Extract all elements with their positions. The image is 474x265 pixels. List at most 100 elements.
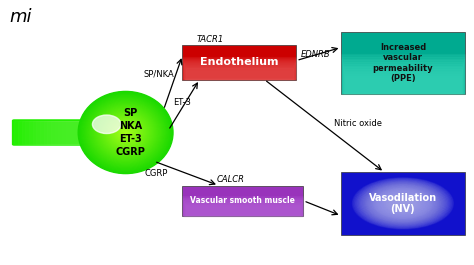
Bar — [80, 121, 88, 144]
Bar — [188, 212, 298, 215]
Bar — [185, 65, 294, 79]
Bar — [186, 68, 293, 78]
Ellipse shape — [105, 114, 146, 151]
Ellipse shape — [115, 123, 136, 142]
Ellipse shape — [79, 92, 172, 173]
Bar — [347, 85, 459, 91]
Ellipse shape — [109, 118, 143, 147]
Ellipse shape — [92, 115, 121, 134]
Bar — [347, 86, 459, 91]
Bar — [25, 121, 88, 144]
Ellipse shape — [93, 105, 158, 160]
Bar — [346, 81, 460, 92]
Bar — [183, 60, 295, 79]
Ellipse shape — [100, 110, 151, 155]
Text: Increased
vascular
permeability
(PPE): Increased vascular permeability (PPE) — [373, 43, 433, 83]
Bar — [184, 62, 295, 79]
FancyBboxPatch shape — [341, 172, 465, 235]
Bar — [186, 68, 293, 78]
Ellipse shape — [82, 95, 169, 170]
Bar — [183, 59, 296, 79]
Bar — [55, 121, 88, 144]
Bar — [73, 121, 88, 144]
Ellipse shape — [88, 100, 164, 165]
Text: CALCR: CALCR — [216, 175, 244, 184]
Bar — [62, 121, 88, 144]
Bar — [186, 69, 292, 78]
Ellipse shape — [125, 132, 127, 133]
Bar — [185, 203, 301, 215]
Ellipse shape — [113, 122, 138, 143]
Ellipse shape — [86, 98, 165, 167]
Ellipse shape — [91, 102, 161, 163]
FancyBboxPatch shape — [12, 119, 90, 146]
Bar — [183, 58, 296, 80]
Bar — [186, 205, 300, 215]
Bar — [343, 62, 463, 93]
Bar — [184, 202, 301, 215]
Ellipse shape — [107, 116, 145, 149]
Bar — [22, 121, 88, 144]
Ellipse shape — [116, 124, 135, 141]
Text: EDNRB: EDNRB — [301, 50, 331, 59]
Bar — [185, 67, 293, 79]
Bar — [187, 208, 299, 215]
Bar — [186, 70, 292, 78]
Text: Nitric oxide: Nitric oxide — [334, 119, 382, 128]
Bar — [33, 121, 88, 144]
Ellipse shape — [104, 114, 147, 151]
Bar — [346, 83, 459, 91]
Text: Vasodilation
(NV): Vasodilation (NV) — [369, 193, 437, 214]
Bar — [185, 66, 294, 79]
Bar — [341, 54, 465, 94]
Ellipse shape — [94, 105, 157, 160]
Ellipse shape — [92, 104, 159, 161]
Bar — [184, 200, 302, 216]
Ellipse shape — [119, 127, 132, 138]
Ellipse shape — [102, 112, 149, 153]
Bar — [183, 197, 303, 216]
Bar — [342, 57, 464, 94]
Bar — [40, 121, 88, 144]
Ellipse shape — [90, 101, 162, 164]
Bar — [188, 74, 291, 78]
Bar — [188, 75, 291, 78]
Text: mi: mi — [9, 8, 32, 26]
Bar — [186, 206, 300, 215]
Ellipse shape — [91, 103, 160, 162]
Text: ET-3: ET-3 — [173, 98, 191, 107]
Bar — [84, 121, 88, 144]
Text: CGRP: CGRP — [145, 169, 168, 178]
FancyBboxPatch shape — [182, 186, 303, 216]
Bar — [345, 72, 461, 92]
Bar — [182, 57, 296, 80]
Bar — [183, 199, 302, 216]
Bar — [184, 64, 294, 79]
Text: Endothelium: Endothelium — [200, 57, 279, 67]
Bar — [18, 121, 88, 144]
Ellipse shape — [95, 106, 156, 159]
Ellipse shape — [114, 123, 137, 142]
Bar — [344, 69, 462, 93]
Bar — [185, 205, 301, 215]
Bar — [342, 55, 464, 94]
Bar — [186, 207, 300, 215]
Ellipse shape — [122, 129, 129, 136]
FancyBboxPatch shape — [341, 32, 465, 94]
Bar — [77, 121, 88, 144]
Bar — [344, 67, 462, 93]
Bar — [187, 73, 292, 78]
Bar — [69, 121, 88, 144]
Text: SP
NKA
ET-3
CGRP: SP NKA ET-3 CGRP — [115, 108, 146, 157]
Bar — [187, 71, 292, 78]
Bar — [185, 204, 301, 215]
Ellipse shape — [103, 113, 148, 152]
Text: SP/NKA: SP/NKA — [144, 70, 174, 79]
Bar — [344, 65, 462, 93]
Text: TACR1: TACR1 — [196, 35, 223, 44]
Bar — [14, 121, 88, 144]
Ellipse shape — [106, 115, 146, 150]
Ellipse shape — [101, 111, 150, 154]
Bar — [58, 121, 88, 144]
Ellipse shape — [123, 130, 128, 135]
